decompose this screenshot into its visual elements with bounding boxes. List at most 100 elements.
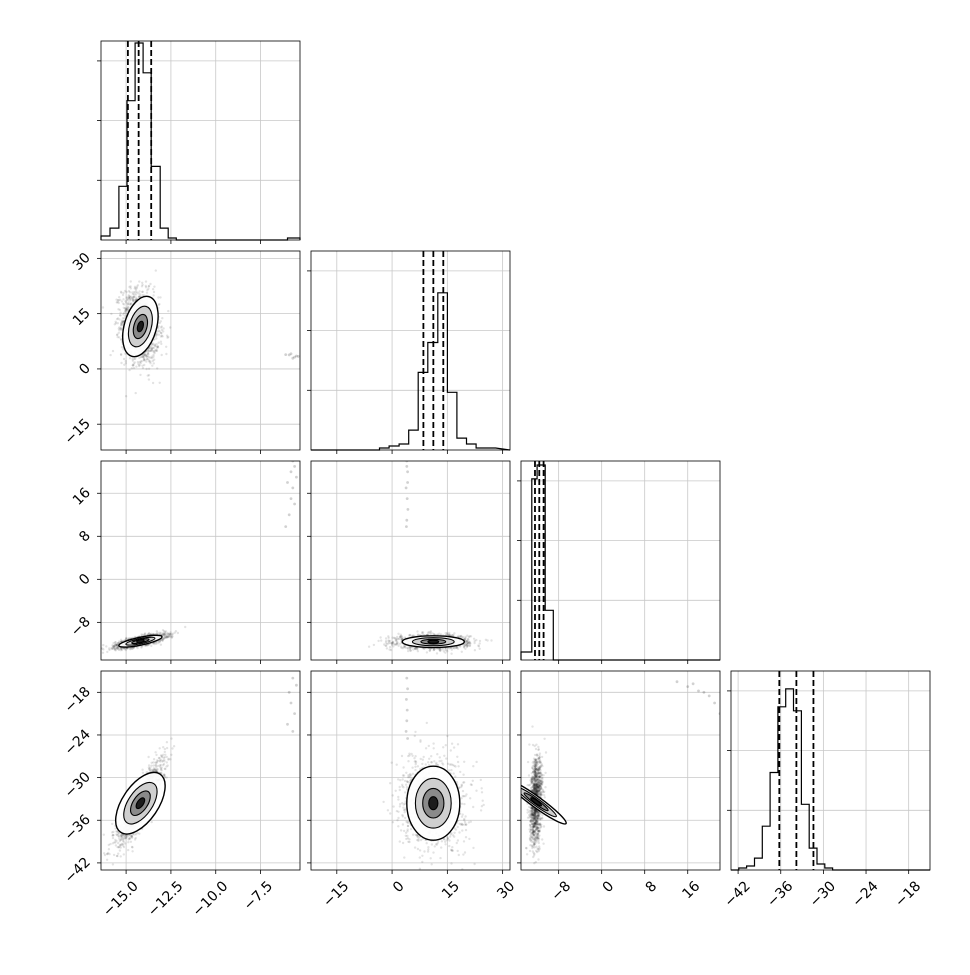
sample-point — [148, 368, 150, 370]
sample-point — [436, 652, 438, 654]
sample-point — [123, 307, 125, 309]
outlier-point — [288, 513, 291, 516]
sample-point — [153, 362, 155, 364]
sample-point — [132, 364, 134, 366]
sample-point — [479, 640, 481, 642]
sample-point — [150, 645, 152, 647]
sample-point — [127, 301, 129, 303]
sample-point — [132, 360, 134, 362]
sample-point — [142, 294, 144, 296]
sample-point — [153, 291, 155, 293]
sample-point — [118, 640, 120, 642]
sample-point — [140, 360, 142, 362]
outlier-point — [291, 357, 294, 360]
sample-point — [474, 649, 476, 651]
outlier-point — [295, 476, 298, 479]
sample-point — [402, 647, 404, 649]
sample-point — [161, 335, 163, 337]
sample-point — [138, 296, 140, 298]
sample-point — [490, 639, 492, 641]
sample-point — [142, 367, 144, 369]
sample-point — [109, 354, 111, 356]
sample-point — [129, 357, 131, 359]
sample-point — [139, 374, 141, 376]
sample-point — [416, 630, 418, 632]
sample-point — [136, 291, 138, 293]
sample-point — [128, 369, 130, 371]
outlier-point — [291, 487, 294, 490]
outlier-point — [286, 481, 289, 484]
panel-frame — [311, 251, 510, 450]
sample-point — [153, 286, 155, 288]
sample-point — [119, 309, 121, 311]
sample-point — [126, 297, 128, 299]
sample-point — [129, 648, 131, 650]
sample-point — [153, 359, 155, 361]
sample-point — [120, 292, 122, 294]
sample-point — [125, 360, 127, 362]
panel-frame — [101, 41, 300, 240]
sample-point — [396, 642, 398, 644]
sample-point — [158, 330, 160, 332]
sample-point — [159, 641, 161, 643]
sample-point — [153, 350, 155, 352]
sample-point — [114, 648, 116, 650]
sample-point — [123, 312, 125, 314]
sample-point — [147, 374, 149, 376]
sample-point — [111, 823, 113, 825]
histogram-step — [101, 43, 300, 240]
sample-point — [397, 645, 399, 647]
sample-point — [134, 358, 136, 360]
sample-point — [148, 356, 150, 358]
sample-point — [112, 350, 114, 352]
sample-point — [115, 321, 117, 323]
sample-point — [101, 647, 103, 649]
sample-point — [102, 644, 104, 646]
sample-point — [151, 762, 153, 764]
sample-point — [373, 644, 375, 646]
sample-point — [135, 293, 137, 295]
sample-point — [149, 350, 151, 352]
panel-1-0 — [101, 251, 300, 450]
sample-point — [392, 645, 394, 647]
sample-point — [102, 652, 104, 654]
sample-point — [466, 640, 468, 642]
sample-point — [387, 635, 389, 637]
sample-point — [162, 629, 164, 631]
outlier-point — [406, 497, 409, 500]
sample-point — [114, 323, 116, 325]
sample-point — [407, 650, 409, 652]
sample-point — [105, 645, 107, 647]
sample-point — [422, 631, 424, 633]
sample-point — [130, 280, 132, 282]
sample-point — [148, 285, 150, 287]
sample-point — [157, 296, 159, 298]
panel-2-1 — [311, 460, 510, 660]
sample-point — [159, 382, 161, 384]
sample-point — [156, 350, 158, 352]
sample-point — [385, 642, 387, 644]
sample-point — [120, 354, 122, 356]
sample-point — [152, 356, 154, 358]
panel-frame — [521, 461, 720, 660]
panel-3-3 — [727, 671, 930, 870]
sample-point — [132, 299, 134, 301]
sample-point — [164, 751, 166, 753]
sample-point — [148, 633, 150, 635]
sample-point — [397, 633, 399, 635]
sample-point — [160, 332, 162, 334]
sample-point — [125, 395, 127, 397]
sample-point — [154, 345, 156, 347]
sample-point — [129, 299, 131, 301]
sample-point — [141, 285, 143, 287]
sample-point — [112, 863, 114, 865]
sample-point — [143, 364, 145, 366]
sample-point — [160, 343, 162, 345]
sample-point — [445, 632, 447, 634]
sample-point — [166, 335, 168, 337]
sample-point — [148, 764, 150, 766]
sample-point — [113, 854, 115, 856]
sample-point — [452, 647, 454, 649]
